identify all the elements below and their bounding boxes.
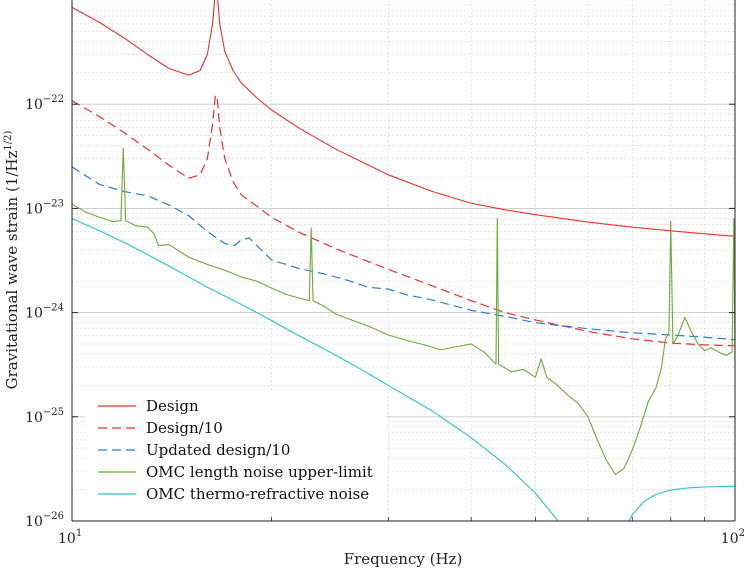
y-tick-label: 10−22 <box>25 94 64 113</box>
y-axis-label: Gravitational wave strain (1/Hz1/2) <box>3 131 21 390</box>
x-tick-label: 101 <box>58 528 82 547</box>
legend-box <box>85 391 387 511</box>
x-tick-label: 102 <box>721 528 745 547</box>
legend-label: Design <box>146 397 199 415</box>
axes <box>71 0 736 522</box>
series-line-1 <box>72 95 735 347</box>
legend-label: OMC length noise upper-limit <box>146 463 373 481</box>
y-tick-label: 10−25 <box>25 407 64 426</box>
x-axis-label: Frequency (Hz) <box>344 550 463 568</box>
series-line-3 <box>72 147 735 475</box>
legend-label: OMC thermo-refractive noise <box>146 485 369 503</box>
y-tick-label: 10−23 <box>25 198 64 217</box>
tick-labels: 10−26 10−25 10−24 10−23 10−22 101 102 <box>25 94 745 547</box>
legend-label: Design/10 <box>146 419 223 437</box>
series-layer <box>72 0 735 521</box>
series-line-5 <box>628 485 735 521</box>
legend-label: Updated design/10 <box>146 441 290 459</box>
series-line-2 <box>72 166 735 341</box>
grid <box>72 0 735 522</box>
legend: Design Design/10 Updated design/10 OMC leng… <box>85 391 387 511</box>
y-tick-label: 10−24 <box>25 303 64 322</box>
y-tick-label: 10−26 <box>25 511 64 530</box>
series-line-4 <box>72 217 559 521</box>
series-line-0 <box>72 0 735 237</box>
